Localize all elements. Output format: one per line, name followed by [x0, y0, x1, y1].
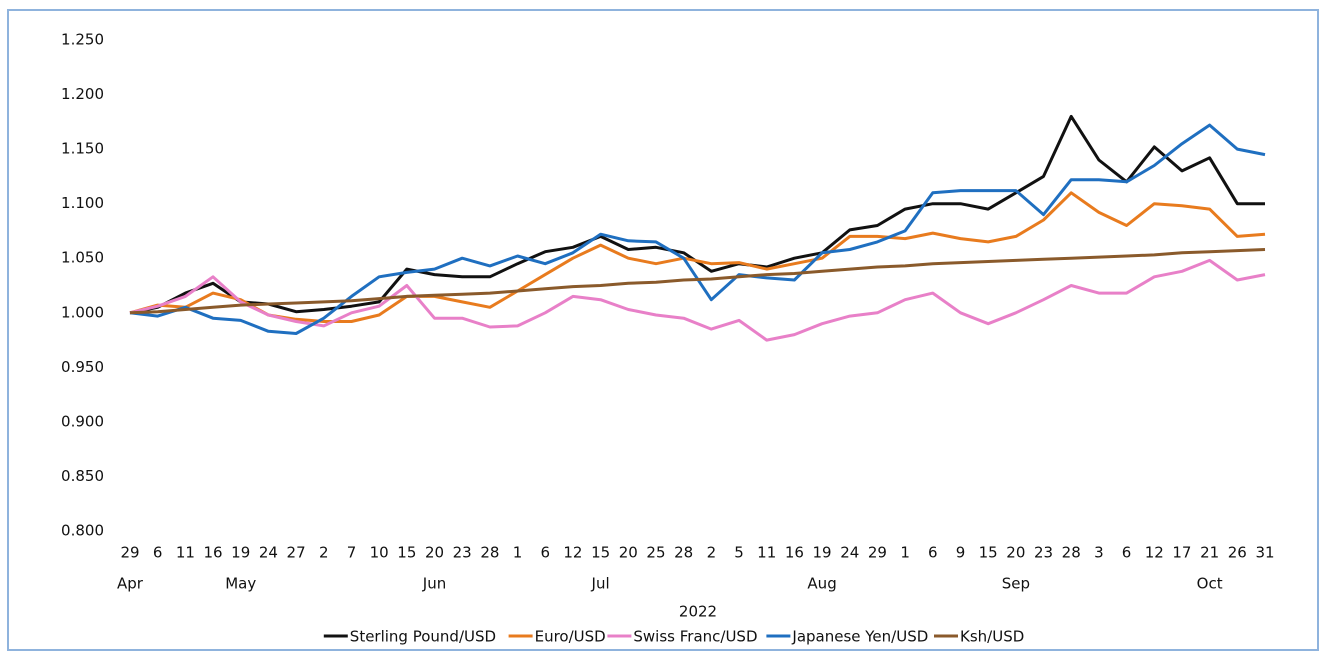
x-tick-label: 2 [319, 544, 329, 562]
x-group-label: Aug [807, 575, 836, 593]
legend-label: Ksh/USD [960, 628, 1024, 646]
x-tick-label: 16 [204, 544, 223, 562]
x-tick-label: 6 [540, 544, 550, 562]
x-tick-label: 20 [425, 544, 444, 562]
x-group-label: May [225, 575, 256, 593]
legend-label: Swiss Franc/USD [633, 628, 757, 646]
x-tick-label: 26 [1228, 544, 1247, 562]
x-tick-label: 16 [785, 544, 804, 562]
x-tick-label: 20 [1006, 544, 1025, 562]
x-group-label: Oct [1197, 575, 1223, 593]
x-tick-label: 6 [1122, 544, 1132, 562]
x-tick-label: 28 [480, 544, 499, 562]
x-tick-label: 29 [868, 544, 887, 562]
x-tick-label: 1 [513, 544, 523, 562]
legend-label: Japanese Yen/USD [791, 628, 928, 646]
x-tick-label: 17 [1172, 544, 1191, 562]
y-tick-label: 1.000 [61, 303, 104, 321]
x-tick-label: 31 [1255, 544, 1274, 562]
x-tick-label: 15 [591, 544, 610, 562]
y-tick-label: 0.800 [61, 522, 104, 540]
y-tick-label: 1.200 [61, 85, 104, 103]
y-tick-label: 0.950 [61, 358, 104, 376]
x-tick-label: 12 [563, 544, 582, 562]
y-tick-label: 1.100 [61, 194, 104, 212]
series-line [129, 258, 1266, 342]
x-tick-label: 15 [397, 544, 416, 562]
x-tick-label: 15 [979, 544, 998, 562]
x-tick-label: 1 [900, 544, 910, 562]
legend-label: Euro/USD [535, 628, 606, 646]
x-group-label: Sep [1002, 575, 1030, 593]
y-tick-label: 1.150 [61, 140, 104, 158]
x-tick-label: 6 [153, 544, 163, 562]
x-tick-label: 24 [259, 544, 278, 562]
series-line [129, 248, 1266, 315]
x-tick-label: 19 [231, 544, 250, 562]
x-axis-label: 2022 [679, 603, 717, 621]
x-tick-label: 28 [674, 544, 693, 562]
x-tick-label: 11 [757, 544, 776, 562]
x-tick-label: 19 [813, 544, 832, 562]
legend-label: Sterling Pound/USD [350, 628, 496, 646]
series-line [129, 114, 1265, 315]
x-tick-label: 23 [453, 544, 472, 562]
y-tick-label: 1.250 [61, 31, 104, 49]
x-tick-label: 20 [619, 544, 638, 562]
x-tick-label: 21 [1200, 544, 1219, 562]
y-tick-label: 0.850 [61, 467, 104, 485]
x-tick-label: 28 [1062, 544, 1081, 562]
y-tick-label: 1.050 [61, 249, 104, 267]
x-tick-label: 24 [840, 544, 859, 562]
x-tick-label: 10 [370, 544, 389, 562]
x-tick-label: 25 [646, 544, 665, 562]
x-tick-label: 29 [120, 544, 139, 562]
x-tick-label: 27 [287, 544, 306, 562]
x-group-label: Apr [117, 575, 144, 593]
x-tick-label: 5 [734, 544, 744, 562]
x-tick-label: 2 [707, 544, 717, 562]
x-tick-label: 9 [956, 544, 966, 562]
x-tick-label: 12 [1145, 544, 1164, 562]
x-tick-label: 7 [347, 544, 357, 562]
x-tick-label: 11 [176, 544, 195, 562]
chart-frame [7, 9, 1319, 651]
x-tick-label: 6 [928, 544, 938, 562]
x-tick-label: 23 [1034, 544, 1053, 562]
x-group-label: Jun [422, 575, 446, 593]
x-group-label: Jul [591, 575, 610, 593]
x-tick-label: 3 [1094, 544, 1104, 562]
y-tick-label: 0.900 [61, 412, 104, 430]
